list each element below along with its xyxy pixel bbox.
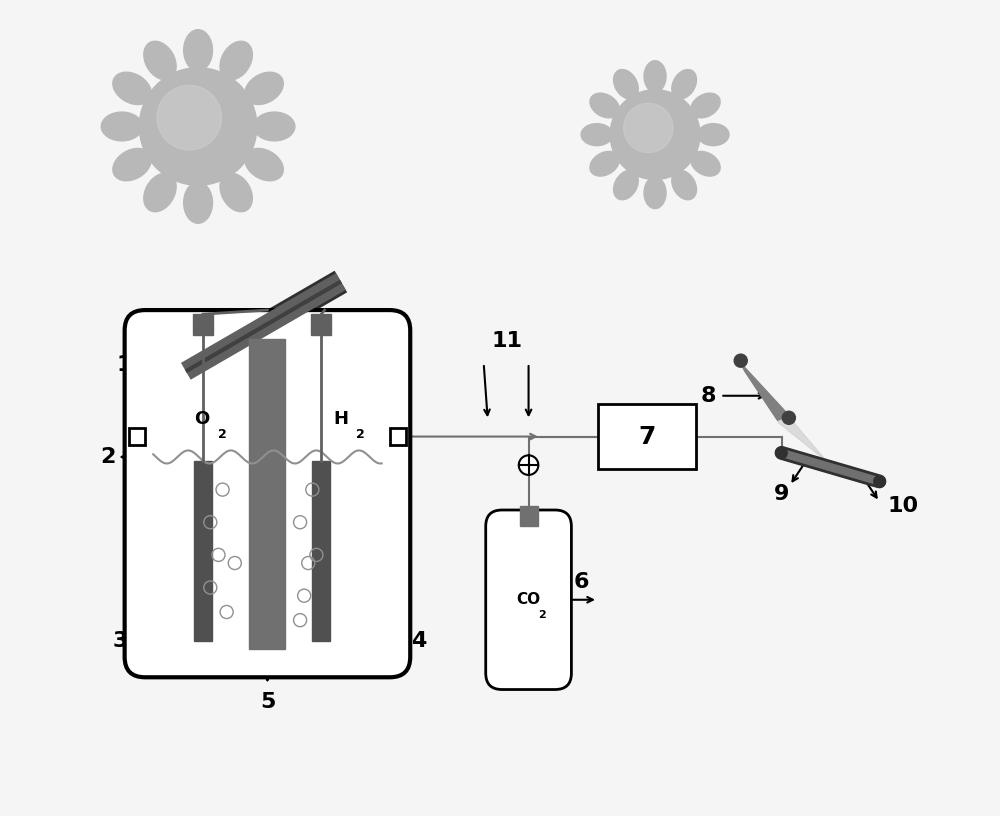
Text: 3: 3 (113, 631, 128, 650)
Bar (311, 314, 331, 335)
Circle shape (157, 86, 222, 150)
Text: 1: 1 (117, 355, 132, 375)
Text: 6: 6 (574, 571, 589, 592)
Ellipse shape (590, 152, 619, 176)
Text: 2: 2 (356, 428, 364, 441)
Ellipse shape (184, 29, 212, 71)
Bar (193, 314, 213, 335)
Ellipse shape (644, 177, 666, 209)
Ellipse shape (220, 42, 252, 80)
Text: CO: CO (516, 592, 541, 607)
Text: 4: 4 (411, 631, 426, 650)
Ellipse shape (614, 171, 638, 200)
Ellipse shape (691, 93, 720, 118)
FancyBboxPatch shape (486, 510, 571, 690)
Ellipse shape (644, 60, 666, 92)
Text: 5: 5 (260, 692, 275, 712)
Ellipse shape (245, 72, 283, 104)
FancyBboxPatch shape (125, 310, 410, 677)
Circle shape (776, 447, 787, 459)
Text: 7: 7 (638, 424, 656, 449)
Circle shape (874, 476, 885, 487)
Ellipse shape (184, 182, 212, 224)
Ellipse shape (101, 112, 142, 141)
Bar (194, 461, 212, 641)
Ellipse shape (144, 42, 176, 80)
Ellipse shape (614, 69, 638, 99)
Polygon shape (741, 363, 790, 420)
Ellipse shape (245, 149, 283, 181)
Text: O: O (195, 410, 210, 428)
Ellipse shape (672, 69, 696, 99)
Circle shape (734, 354, 747, 367)
Circle shape (139, 68, 257, 185)
Ellipse shape (672, 171, 696, 200)
Ellipse shape (581, 124, 613, 145)
Bar (312, 461, 330, 641)
Ellipse shape (220, 173, 252, 211)
Bar (249, 339, 285, 649)
Text: 9: 9 (774, 484, 789, 503)
Ellipse shape (691, 152, 720, 176)
Text: 2: 2 (218, 428, 227, 441)
Ellipse shape (590, 93, 619, 118)
Text: 2: 2 (538, 610, 546, 619)
Bar (598, 404, 696, 469)
Circle shape (610, 90, 700, 180)
Ellipse shape (144, 173, 176, 211)
Ellipse shape (698, 124, 729, 145)
Polygon shape (777, 418, 826, 461)
Text: 10: 10 (888, 496, 919, 516)
Text: 8: 8 (700, 386, 716, 406)
Ellipse shape (254, 112, 295, 141)
Circle shape (624, 104, 673, 153)
Bar (129, 428, 145, 445)
Circle shape (519, 455, 538, 475)
Text: 2: 2 (101, 447, 116, 467)
Bar (390, 428, 406, 445)
Text: 11: 11 (491, 330, 522, 351)
Ellipse shape (113, 72, 151, 104)
Circle shape (782, 411, 795, 424)
Text: H: H (333, 410, 348, 428)
Bar (520, 506, 538, 526)
Ellipse shape (113, 149, 151, 181)
